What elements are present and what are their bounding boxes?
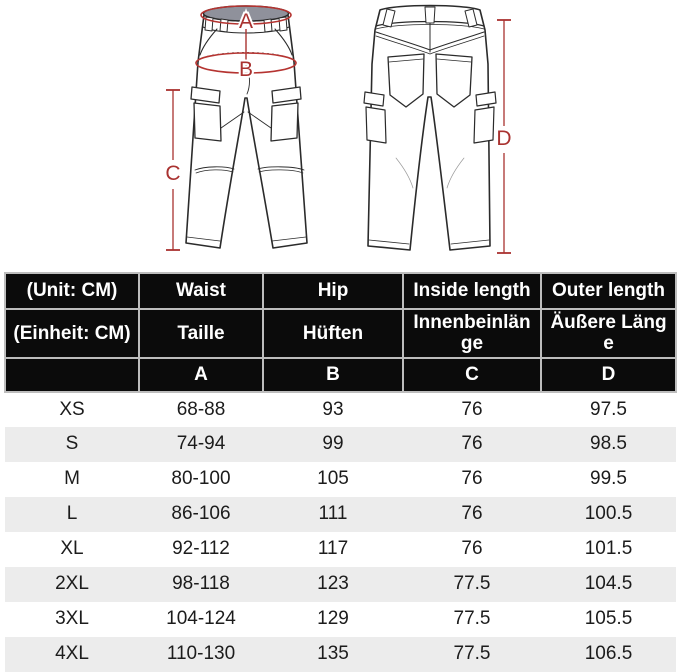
outer-length-header: Outer length	[540, 272, 677, 310]
hip-header-de: Hüften	[262, 308, 404, 359]
size-table-body: XS 68-88 93 76 97.5 S 74-94 99 76 98.5 M…	[5, 392, 676, 672]
measure-label-b: B	[239, 58, 253, 81]
waist-cell: 92-112	[172, 538, 230, 560]
hip-cell: 93	[322, 398, 344, 420]
size-cell: XL	[60, 538, 84, 560]
empty-header-cell	[4, 356, 140, 393]
hip-cell: 111	[318, 503, 348, 525]
waist-header-de: Taille	[138, 308, 264, 359]
back-pocket	[387, 53, 425, 108]
hip-header: Hip	[262, 272, 404, 310]
front-measure-annotations: A B C	[163, 5, 297, 251]
front-belt-loop	[219, 18, 229, 33]
hip-measure-ellipse	[195, 52, 297, 74]
back-measure-annotations: D	[494, 19, 514, 254]
letter-b-header: B	[262, 356, 404, 393]
back-cargo-pocket	[473, 106, 495, 144]
waist-cell: 104-124	[166, 608, 236, 630]
size-cell: L	[66, 503, 78, 525]
outer-length-cell: 100.5	[584, 503, 633, 525]
measure-label-c: C	[165, 162, 180, 185]
unit-label-de: (Einheit: CM)	[4, 308, 140, 359]
header-row-letters: A B C D	[4, 356, 677, 393]
front-cargo-pocket	[270, 102, 299, 142]
hip-cell: 123	[317, 573, 349, 595]
front-cargo-pocket-flap	[190, 86, 221, 104]
back-pocket	[435, 53, 473, 108]
size-table-header: (Unit: CM) Waist Hip Inside length Outer…	[4, 272, 677, 393]
inside-length-cell: 76	[461, 433, 483, 455]
unit-label: (Unit: CM)	[4, 272, 140, 310]
inside-length-cell: 76	[461, 398, 483, 420]
size-chart-table: (Unit: CM) Waist Hip Inside length Outer…	[4, 272, 677, 672]
back-belt-loop	[382, 8, 396, 28]
front-cargo-pocket	[193, 102, 222, 142]
inside-length-cell: 76	[461, 468, 483, 490]
outer-length-cell: 104.5	[584, 573, 633, 595]
back-belt-loop	[464, 8, 478, 28]
outer-length-cell: 99.5	[590, 468, 627, 490]
outer-length-cell: 97.5	[590, 398, 627, 420]
table-row-3xl: 3XL 104-124 129 77.5 105.5	[5, 602, 676, 637]
inside-length-cell: 77.5	[453, 643, 491, 665]
hip-cell: 135	[317, 643, 349, 665]
letter-d-header: D	[540, 356, 677, 393]
front-belt-loop	[263, 18, 273, 33]
letter-c-header: C	[402, 356, 542, 393]
size-cell: XS	[59, 398, 85, 420]
back-belt-loop	[424, 6, 436, 24]
waist-cell: 74-94	[176, 433, 226, 455]
hip-cell: 117	[317, 538, 349, 560]
measure-label-d: D	[496, 127, 511, 150]
outer-length-cell: 105.5	[584, 608, 633, 630]
size-cell: 4XL	[55, 643, 89, 665]
inside-length-cell: 77.5	[453, 608, 491, 630]
back-cargo-pocket	[365, 106, 387, 144]
table-row-m: M 80-100 105 76 99.5	[5, 462, 676, 497]
waist-cell: 98-118	[172, 573, 230, 595]
hip-cell: 129	[317, 608, 349, 630]
inside-length-cell: 77.5	[453, 573, 491, 595]
outer-length-cell: 98.5	[590, 433, 627, 455]
inside-length-header: Inside length	[402, 272, 542, 310]
table-row-xl: XL 92-112 117 76 101.5	[5, 532, 676, 567]
size-cell: S	[65, 433, 79, 455]
header-row-english: (Unit: CM) Waist Hip Inside length Outer…	[4, 272, 677, 310]
inside-length-cell: 76	[461, 503, 483, 525]
table-row-4xl: 4XL 110-130 135 77.5 106.5	[5, 636, 676, 672]
waist-cell: 86-106	[171, 503, 231, 525]
pants-back-drawing	[363, 4, 497, 251]
table-row-xs: XS 68-88 93 76 97.5	[5, 392, 676, 427]
table-row-s: S 74-94 99 76 98.5	[5, 426, 676, 462]
outer-length-cell: 101.5	[584, 538, 633, 560]
waist-cell: 80-100	[171, 468, 231, 490]
back-cargo-pocket-flap	[475, 91, 497, 107]
pants-measurement-diagram: A B C	[163, 4, 514, 254]
back-cargo-pocket-flap	[363, 91, 385, 107]
table-row-2xl: 2XL 98-118 123 77.5 104.5	[5, 566, 676, 602]
size-cell: 2XL	[55, 573, 89, 595]
size-cell: 3XL	[55, 608, 89, 630]
letter-a-header: A	[138, 356, 264, 393]
size-cell: M	[64, 468, 80, 490]
waist-header: Waist	[138, 272, 264, 310]
outer-length-cell: 106.5	[584, 643, 633, 665]
measure-label-a: A	[239, 10, 253, 33]
waist-measure-ellipse	[200, 5, 292, 25]
outer-length-header-de: Äußere Länge	[540, 308, 677, 359]
front-cargo-pocket-flap	[271, 86, 302, 104]
waist-cell: 110-130	[166, 643, 236, 665]
hip-cell: 99	[322, 433, 344, 455]
waist-cell: 68-88	[176, 398, 226, 420]
table-row-l: L 86-106 111 76 100.5	[5, 496, 676, 532]
inside-length-cell: 76	[461, 538, 483, 560]
hip-cell: 105	[317, 468, 349, 490]
header-row-german: (Einheit: CM) Taille Hüften Innenbeinlän…	[4, 308, 677, 359]
inside-length-header-de: Innenbeinlänge	[402, 308, 542, 359]
